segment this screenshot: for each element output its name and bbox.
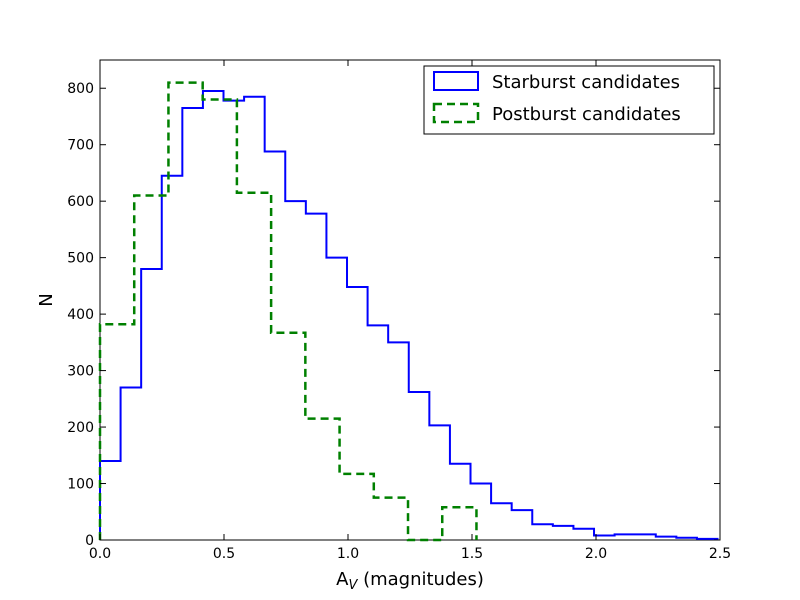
legend-label-postburst: Postburst candidates [492, 104, 681, 125]
legend-swatch-postburst [432, 102, 480, 124]
x-axis-label: AV (magnitudes) [336, 569, 484, 593]
legend-label-starburst: Starburst candidates [492, 72, 680, 93]
y-tick-label: 600 [67, 194, 94, 210]
series-1-step-line [98, 81, 478, 542]
x-tick-label: 0.0 [89, 546, 111, 562]
x-tick-label: 1.5 [461, 546, 483, 562]
y-tick-label: 100 [67, 477, 94, 493]
tick-layer: 0.0 0.5 1.0 1.5 2.0 2.5 0 100 200 300 400 500 600 700… [67, 60, 731, 562]
y-axis-label: N [36, 293, 57, 306]
x-axis-label-subscript: V [348, 578, 358, 593]
x-axis-label-rest: (magnitudes) [357, 569, 484, 590]
series-0-step-line [99, 90, 719, 540]
x-tick-label: 2.5 [709, 546, 731, 562]
y-tick-label: 800 [67, 81, 94, 97]
y-tick-label: 700 [67, 138, 94, 154]
y-tick-label: 0 [85, 533, 94, 549]
plot-area: 0.0 0.5 1.0 1.5 2.0 2.5 0 100 200 300 400 500 600 700… [67, 59, 731, 562]
x-tick-label: 1.0 [337, 546, 359, 562]
x-tick-label: 0.5 [213, 546, 235, 562]
y-tick-label: 200 [67, 420, 94, 436]
series-layer [98, 81, 719, 542]
legend-swatch-starburst [433, 71, 479, 91]
x-tick-label: 2.0 [585, 546, 607, 562]
legend: Starburst candidates Postburst candidate… [423, 65, 715, 135]
y-tick-label: 500 [67, 251, 94, 267]
y-tick-label: 400 [67, 307, 94, 323]
y-tick-label: 300 [67, 364, 94, 380]
